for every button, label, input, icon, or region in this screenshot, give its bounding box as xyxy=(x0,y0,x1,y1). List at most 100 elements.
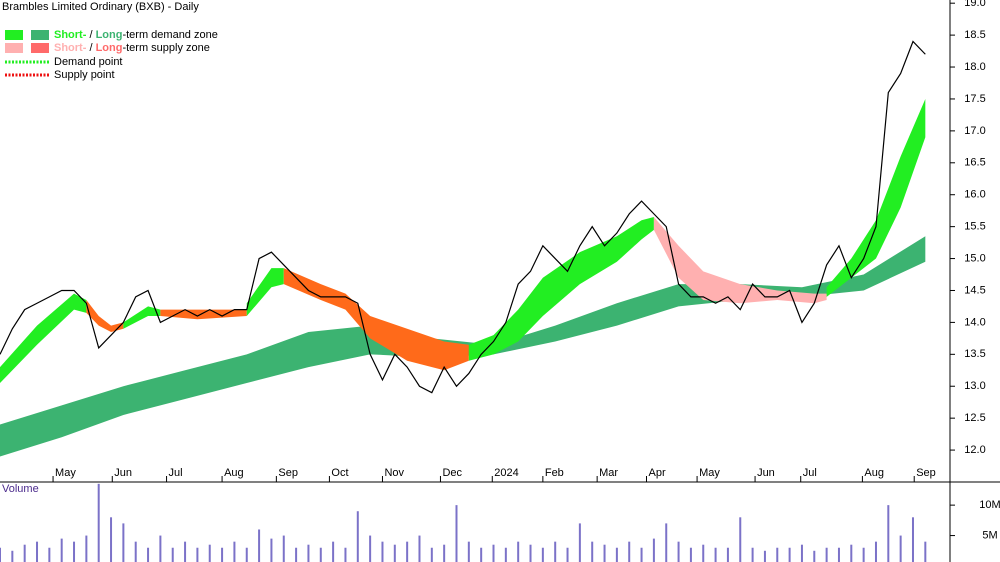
volume-bar xyxy=(480,547,483,562)
volume-bar xyxy=(418,535,421,562)
x-tick-label: Aug xyxy=(864,467,884,479)
x-tick-label: 2024 xyxy=(494,467,518,479)
volume-title: Volume xyxy=(2,483,39,495)
volume-bar xyxy=(739,517,742,562)
volume-bar xyxy=(628,541,631,562)
x-tick-label: Sep xyxy=(278,467,298,479)
legend-text: Short- xyxy=(54,29,87,41)
volume-bar xyxy=(171,547,174,562)
volume-bar xyxy=(48,547,51,562)
volume-bar xyxy=(776,547,779,562)
volume-bar xyxy=(788,547,791,562)
volume-bar xyxy=(504,547,507,562)
volume-bar xyxy=(134,541,137,562)
volume-bar xyxy=(652,538,655,562)
volume-bar xyxy=(467,541,470,562)
volume-bar xyxy=(850,544,853,562)
legend-text: Short- xyxy=(54,42,87,54)
y-tick-label: 16.5 xyxy=(964,157,985,169)
volume-bar xyxy=(677,541,680,562)
volume-bar xyxy=(406,541,409,562)
volume-bar xyxy=(887,505,890,562)
volume-bar xyxy=(566,547,569,562)
volume-bar xyxy=(307,544,310,562)
legend-entry: Short- / Long-term demand zone xyxy=(54,29,218,41)
legend-swatch xyxy=(31,30,49,40)
y-tick-label: 14.0 xyxy=(964,316,985,328)
volume-bar xyxy=(97,483,100,562)
volume-bar xyxy=(319,547,322,562)
y-tick-label: 16.0 xyxy=(964,189,985,201)
y-tick-label: 13.0 xyxy=(964,380,985,392)
volume-bar xyxy=(208,544,211,562)
volume-bar xyxy=(911,517,914,562)
volume-bar xyxy=(554,541,557,562)
volume-bar xyxy=(233,541,236,562)
x-tick-label: Apr xyxy=(648,467,665,479)
zone-band xyxy=(826,98,926,297)
legend-text: -term supply zone xyxy=(122,42,209,54)
volume-bar xyxy=(800,544,803,562)
price-line xyxy=(0,40,926,394)
volume-bar xyxy=(23,544,26,562)
legend: Short- / Long-term demand zone Short- / … xyxy=(5,29,218,81)
legend-entry: Short- / Long-term supply zone xyxy=(54,42,210,54)
volume-bar xyxy=(689,547,692,562)
x-tick-label: Sep xyxy=(916,467,936,479)
y-tick-label: 14.5 xyxy=(964,284,985,296)
y-tick-label: 19.0 xyxy=(964,0,985,9)
volume-bar xyxy=(591,541,594,562)
volume-bar xyxy=(258,529,261,562)
volume-bar xyxy=(665,523,668,562)
volume-bar xyxy=(73,541,76,562)
volume-bar xyxy=(221,547,224,562)
zone-band xyxy=(246,268,284,317)
legend-text: Long xyxy=(96,29,123,41)
volume-bar xyxy=(726,547,729,562)
zone-band xyxy=(160,309,247,320)
volume-bar xyxy=(60,538,63,562)
volume-bar xyxy=(0,547,1,562)
volume-bar xyxy=(393,544,396,562)
volume-bar xyxy=(196,547,199,562)
volume-bar xyxy=(282,535,285,562)
volume-bar xyxy=(455,505,458,562)
y-tick-label: 5M xyxy=(982,529,997,541)
volume-bar xyxy=(640,547,643,562)
legend-swatch xyxy=(31,43,49,53)
volume-bar xyxy=(874,541,877,562)
volume-bar xyxy=(443,544,446,562)
y-tick-label: 12.5 xyxy=(964,412,985,424)
volume-bar xyxy=(517,541,520,562)
x-tick-label: Jul xyxy=(803,467,817,479)
legend-entry: Supply point xyxy=(54,69,115,81)
x-tick-label: Nov xyxy=(384,467,404,479)
volume-bar xyxy=(295,547,298,562)
x-tick-label: Aug xyxy=(224,467,244,479)
volume-bar xyxy=(862,547,865,562)
volume-bar xyxy=(110,517,113,562)
volume-bar xyxy=(270,538,273,562)
x-tick-label: Oct xyxy=(331,467,348,479)
zone-band xyxy=(283,268,469,371)
volume-bar xyxy=(924,541,927,562)
y-tick-label: 12.0 xyxy=(964,444,985,456)
volume-bar xyxy=(356,511,359,562)
y-tick-label: 13.5 xyxy=(964,348,985,360)
volume-bar xyxy=(714,547,717,562)
volume-bar xyxy=(11,550,14,562)
volume-bar xyxy=(763,550,766,562)
volume-bar xyxy=(751,547,754,562)
x-tick-label: Feb xyxy=(545,467,564,479)
legend-text: / xyxy=(86,42,95,54)
volume-bar xyxy=(36,541,39,562)
volume-bar xyxy=(85,535,88,562)
x-tick-label: Mar xyxy=(599,467,618,479)
volume-bar xyxy=(381,541,384,562)
y-tick-label: 17.0 xyxy=(964,125,985,137)
volume-bar xyxy=(825,547,828,562)
volume-bar xyxy=(159,535,162,562)
y-tick-label: 15.5 xyxy=(964,221,985,233)
